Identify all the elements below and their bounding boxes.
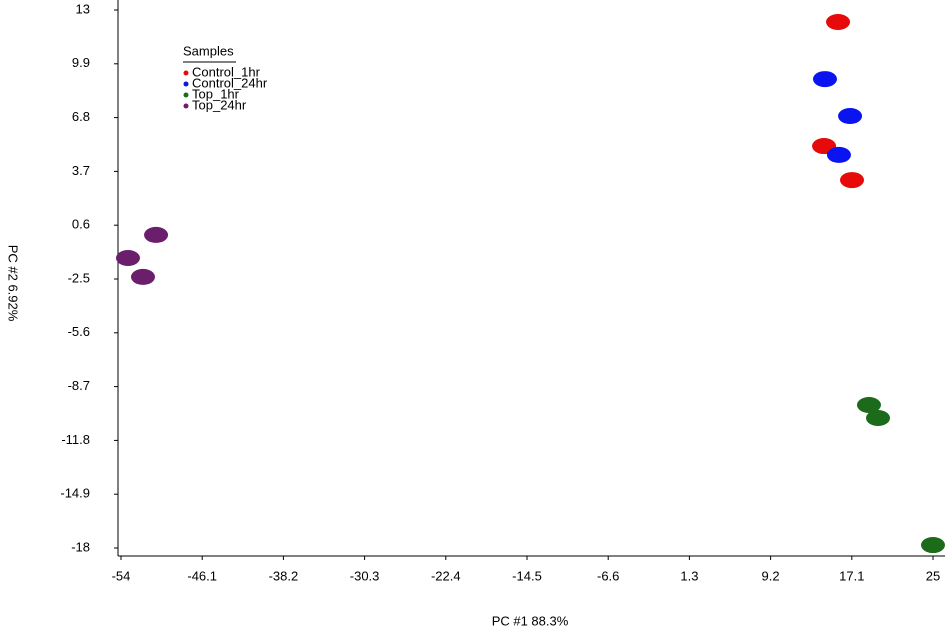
y-tick-label: -18 <box>71 539 90 554</box>
x-tick-label: -30.3 <box>350 568 380 583</box>
x-tick-label: 17.1 <box>839 568 864 583</box>
point <box>826 146 851 163</box>
y-tick-label: -14.9 <box>60 486 90 501</box>
x-tick-label: -6.6 <box>597 568 619 583</box>
legend-label: Control_24hr <box>192 75 268 90</box>
y-tick-label: 13 <box>76 1 90 16</box>
x-tick-label: 9.2 <box>762 568 780 583</box>
legend-marker <box>183 92 189 98</box>
y-tick-label: -11.8 <box>61 432 90 447</box>
y-tick-label: 0.6 <box>72 217 90 232</box>
y-tick-label: 9.9 <box>72 55 90 70</box>
legend-marker <box>183 70 189 76</box>
x-tick-label: 1.3 <box>680 568 698 583</box>
point <box>130 268 155 285</box>
point <box>812 71 837 88</box>
point <box>856 396 881 413</box>
x-axis-title: PC #1 88.3% <box>492 613 569 628</box>
x-tick-label: -54 <box>112 568 131 583</box>
y-axis-title: PC #2 6.92% <box>6 245 21 322</box>
y-tick-label: -2.5 <box>68 270 90 285</box>
legend-label: Top_24hr <box>192 97 247 112</box>
x-tick-label: -46.1 <box>187 568 217 583</box>
point <box>866 410 891 427</box>
x-tick-label: 25 <box>926 568 940 583</box>
legend-label: Top_1hr <box>192 86 240 101</box>
legend-marker <box>183 103 189 109</box>
legend-marker <box>183 81 189 87</box>
y-tick-label: -5.6 <box>68 324 90 339</box>
x-tick-label: -38.2 <box>269 568 299 583</box>
legend-title: Samples <box>183 43 234 58</box>
point <box>840 172 865 189</box>
x-tick-label: -14.5 <box>512 568 542 583</box>
y-tick-label: -8.7 <box>68 378 90 393</box>
x-tick-label: -22.4 <box>431 568 461 583</box>
point <box>826 13 851 30</box>
y-tick-label: 6.8 <box>72 109 90 124</box>
y-tick-label: 3.7 <box>72 163 90 178</box>
point <box>115 250 140 267</box>
point <box>144 226 169 243</box>
point <box>921 537 945 554</box>
point <box>838 108 863 125</box>
legend-label: Control_1hr <box>192 64 261 79</box>
